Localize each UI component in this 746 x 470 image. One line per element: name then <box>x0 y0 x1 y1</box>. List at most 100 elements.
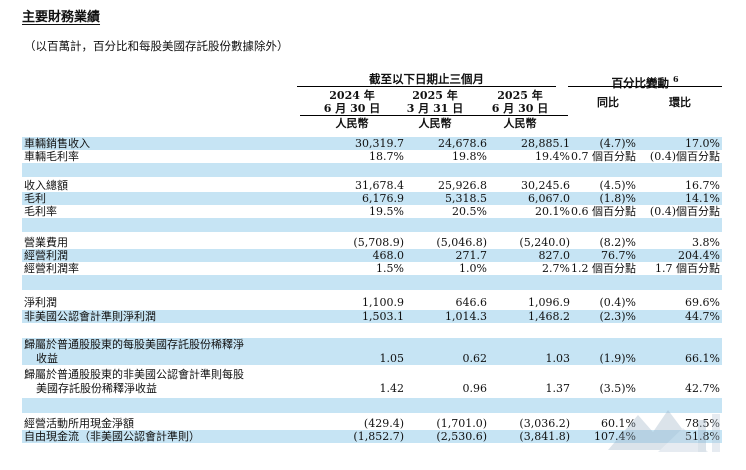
value-2025q2: 827.0 <box>538 249 571 262</box>
value-qoq: 3.8% <box>692 236 720 249</box>
value-qoq: 42.7% <box>685 382 720 395</box>
value-qoq: (0.4)個百分點 <box>649 205 720 218</box>
value-2024q2: 1,100.9 <box>362 296 404 309</box>
value-2024q2: 19.5% <box>369 205 404 218</box>
value-qoq: 51.8% <box>685 430 720 443</box>
table-row: 歸屬於普通股股東的每股美國存託股份稀釋淨 收益 1.05 0.62 1.03 (… <box>22 338 722 365</box>
value-2025q2: 19.4% <box>535 150 570 163</box>
column-year: 2025 年 <box>412 89 458 102</box>
value-qoq: 66.1% <box>685 352 720 365</box>
value-2025q1: 0.62 <box>462 352 488 365</box>
table-row: 經營活動所用現金淨額 (429.4) (1,701.0) (3,036.2) 6… <box>22 417 722 430</box>
row-label: 車輛銷售收入 <box>24 137 90 150</box>
page-title: 主要財務業績 <box>22 10 101 25</box>
row-label: 經營活動所用現金淨額 <box>24 417 134 430</box>
table-row: 營業費用 (5,708.9) (5,046.8) (5,240.0) (8.2)… <box>22 236 722 249</box>
row-label: 毛利 <box>24 192 46 205</box>
value-2025q2: (5,240.0) <box>519 236 570 249</box>
table-row: 經營利潤率 1.5% 1.0% 2.7% 1.2 個百分點 1.7 個百分點 <box>22 262 722 275</box>
column-unit: 人民幣 <box>503 117 537 130</box>
value-yoy: (4.7)% <box>599 137 636 150</box>
value-2025q2: 1.37 <box>545 382 571 395</box>
value-yoy: 0.7 個百分點 <box>571 150 636 163</box>
column-date: 6 月 30 日 <box>472 102 568 116</box>
value-2025q2: 28,885.1 <box>521 137 570 150</box>
value-2025q1: (5,046.8) <box>436 236 487 249</box>
table-row: 毛利率 19.5% 20.5% 20.1% 0.6 個百分點 (0.4)個百分點 <box>22 205 722 218</box>
column-header-2: 2025 年 3 月 31 日 人民幣 <box>385 89 485 130</box>
value-2024q2: (1,852.7) <box>353 430 404 443</box>
spacer-row <box>22 398 722 413</box>
row-label: 營業費用 <box>24 236 68 249</box>
table-row: 車輛銷售收入 30,319.7 24,678.6 28,885.1 (4.7)%… <box>22 137 722 150</box>
row-label: 車輛毛利率 <box>24 150 79 163</box>
column-year: 2024 年 <box>329 89 375 102</box>
table-row: 淨利潤 1,100.9 646.6 1,096.9 (0.4)% 69.6% <box>22 296 722 309</box>
spacer-row <box>22 218 722 232</box>
column-header-1: 2024 年 6 月 30 日 人民幣 <box>300 89 404 130</box>
value-yoy: 1.2 個百分點 <box>571 262 636 275</box>
value-yoy: (0.4)% <box>599 296 636 309</box>
value-yoy: (3.5)% <box>599 382 636 395</box>
row-label-continued: 收益 <box>36 352 58 365</box>
value-2024q2: 30,319.7 <box>355 137 404 150</box>
value-2025q2: (3,036.2) <box>519 417 570 430</box>
value-2024q2: (429.4) <box>363 417 404 430</box>
row-label: 歸屬於普通股股東的每股美國存託股份稀釋淨 <box>24 338 244 351</box>
value-yoy: (8.2)% <box>599 236 636 249</box>
spacer-row <box>22 275 722 290</box>
value-2025q2: 1.03 <box>545 352 571 365</box>
value-2025q1: 20.5% <box>452 205 487 218</box>
value-2024q2: 1.05 <box>379 352 405 365</box>
value-2025q1: 5,318.5 <box>445 192 487 205</box>
value-2025q1: 646.6 <box>455 296 488 309</box>
value-2024q2: 18.7% <box>369 150 404 163</box>
row-label: 自由現金流（非美國公認會計準則） <box>24 430 200 443</box>
value-2025q1: 0.96 <box>462 382 488 395</box>
value-qoq: 16.7% <box>685 179 720 192</box>
value-yoy: 76.7% <box>601 249 636 262</box>
value-2024q2: 1.5% <box>376 262 404 275</box>
value-2025q2: 30,245.6 <box>521 179 570 192</box>
value-2025q1: 25,926.8 <box>438 179 487 192</box>
column-year: 2025 年 <box>497 89 543 102</box>
change-group-header: 百分比變動 6 <box>568 72 722 90</box>
change-group-label: 百分比變動 <box>611 75 669 90</box>
column-header-yoy: 同比 <box>597 96 619 109</box>
value-2024q2: (5,708.9) <box>353 236 404 249</box>
column-header-3: 2025 年 6 月 30 日 人民幣 <box>472 89 568 130</box>
value-qoq: 204.4% <box>678 249 720 262</box>
value-2025q2: 2.7% <box>542 262 570 275</box>
value-2025q1: 271.7 <box>455 249 488 262</box>
table-row: 毛利 6,176.9 5,318.5 6,067.0 (1.8)% 14.1% <box>22 192 722 205</box>
value-yoy: 107.4% <box>594 430 636 443</box>
value-qoq: 1.7 個百分點 <box>655 262 720 275</box>
spacer-row <box>22 163 722 177</box>
row-label-continued: 美國存託股份稀釋淨收益 <box>36 382 157 395</box>
value-2025q1: 1,014.3 <box>445 310 487 323</box>
value-2025q1: (1,701.0) <box>436 417 487 430</box>
value-yoy: 60.1% <box>601 417 636 430</box>
value-qoq: 14.1% <box>685 192 720 205</box>
table-row: 歸屬於普通股股東的非美國公認會計準則每股 美國存託股份稀釋淨收益 1.42 0.… <box>22 368 722 395</box>
row-label: 經營利潤 <box>24 249 68 262</box>
value-yoy: (1.9)% <box>599 352 636 365</box>
row-label: 經營利潤率 <box>24 262 79 275</box>
value-yoy: (4.5)% <box>599 179 636 192</box>
value-yoy: (1.8)% <box>599 192 636 205</box>
value-2025q2: 1,468.2 <box>528 310 570 323</box>
units-note: （以百萬計，百分比和每股美國存託股份數據除外） <box>24 39 289 53</box>
value-2024q2: 1,503.1 <box>362 310 404 323</box>
value-qoq: 78.5% <box>685 417 720 430</box>
value-2024q2: 1.42 <box>379 382 405 395</box>
value-qoq: 17.0% <box>685 137 720 150</box>
row-label: 淨利潤 <box>24 296 57 309</box>
column-date: 3 月 31 日 <box>385 102 485 116</box>
value-2024q2: 31,678.4 <box>355 179 404 192</box>
value-2025q1: 1.0% <box>459 262 487 275</box>
column-unit: 人民幣 <box>418 117 452 130</box>
value-2025q2: 6,067.0 <box>528 192 570 205</box>
row-label: 歸屬於普通股股東的非美國公認會計準則每股 <box>24 368 244 381</box>
value-2025q2: 1,096.9 <box>528 296 570 309</box>
value-qoq: 44.7% <box>685 310 720 323</box>
